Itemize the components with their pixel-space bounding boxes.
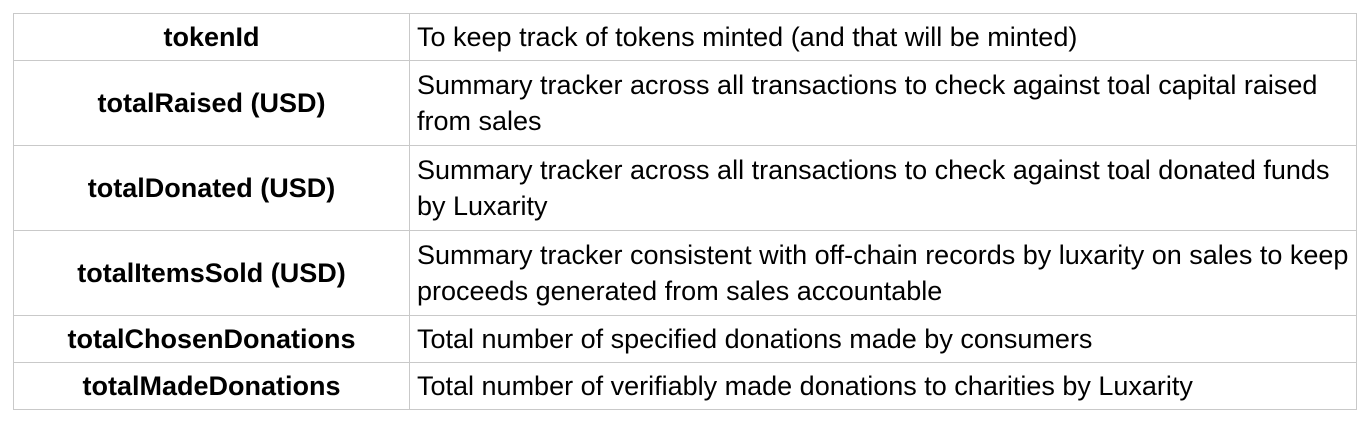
variable-description-cell: To keep track of tokens minted (and that… (409, 13, 1357, 61)
table-row: totalMadeDonations Total number of verif… (13, 362, 1357, 410)
variable-description-cell: Summary tracker across all transactions … (409, 145, 1357, 231)
variable-name-cell: totalChosenDonations (13, 315, 410, 363)
table-row: totalChosenDonations Total number of spe… (13, 315, 1357, 363)
table-row: tokenId To keep track of tokens minted (… (13, 13, 1357, 61)
variable-name-cell: totalDonated (USD) (13, 145, 410, 231)
variable-name-cell: tokenId (13, 13, 410, 61)
variable-description-cell: Total number of specified donations made… (409, 315, 1357, 363)
variable-name-cell: totalRaised (USD) (13, 60, 410, 146)
variable-description-cell: Total number of verifiably made donation… (409, 362, 1357, 410)
variable-name-cell: totalMadeDonations (13, 362, 410, 410)
variables-table: tokenId To keep track of tokens minted (… (13, 13, 1357, 410)
table-row: totalRaised (USD) Summary tracker across… (13, 60, 1357, 146)
table-row: totalItemsSold (USD) Summary tracker con… (13, 230, 1357, 316)
variable-name-cell: totalItemsSold (USD) (13, 230, 410, 316)
variable-description-cell: Summary tracker consistent with off-chai… (409, 230, 1357, 316)
variable-description-cell: Summary tracker across all transactions … (409, 60, 1357, 146)
table-row: totalDonated (USD) Summary tracker acros… (13, 145, 1357, 231)
